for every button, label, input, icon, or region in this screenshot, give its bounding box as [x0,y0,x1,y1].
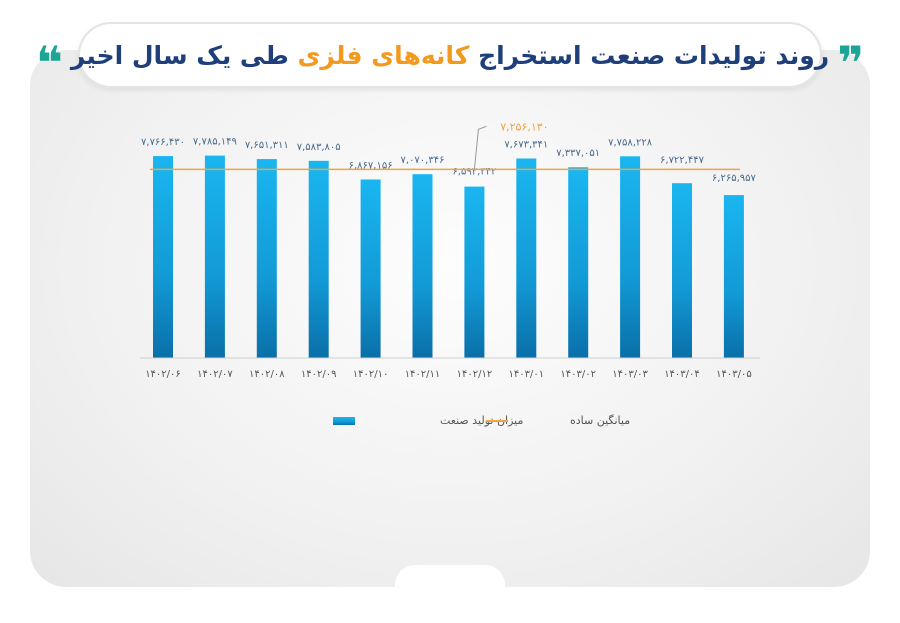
data-label: ۷,۳۳۷,۰۵۱ [556,148,600,159]
x-tick-label: ۱۴۰۳/۰۱ [508,369,544,380]
x-tick-label: ۱۴۰۳/۰۵ [716,369,752,380]
average-leader-line [473,125,487,170]
bar [256,159,277,358]
data-label: ۷,۰۷۰,۳۴۶ [401,155,445,166]
data-label: ۶,۸۶۷,۱۵۶ [349,160,393,171]
title-highlight: کانه‌های فلزی [297,40,470,70]
bar [308,160,329,358]
data-label: ۷,۷۵۸,۲۲۸ [608,137,653,148]
title-banner: ❞ روند تولیدات صنعت استخراج کانه‌های فلز… [36,22,864,88]
bottom-tab [395,565,505,605]
legend-average-label: میانگین ساده [570,414,630,427]
bar [672,183,692,358]
close-quote-icon: ❝ [35,36,63,90]
bar [464,186,485,358]
data-label: ۶,۲۶۵,۹۵۷ [712,173,757,184]
legend: میزان تولید صنعت میانگین ساده [333,414,630,427]
data-label: ۷,۶۵۱,۳۱۱ [245,140,289,151]
x-tick-label: ۱۴۰۳/۰۲ [560,369,596,380]
data-label: ۷,۷۸۵,۱۴۹ [193,137,237,148]
x-tick-label: ۱۴۰۲/۱۱ [405,369,441,380]
bar [204,155,225,358]
legend-bar-swatch [333,417,355,425]
x-tick-label: ۱۴۰۲/۰۸ [249,369,285,380]
data-label: ۷,۷۶۶,۴۳۰ [141,137,185,148]
x-tick-label: ۱۴۰۳/۰۴ [664,369,700,380]
title-part1: روند تولیدات صنعت استخراج [478,40,830,70]
chart-title: روند تولیدات صنعت استخراج کانه‌های فلزی … [71,41,829,70]
x-tick-label: ۱۴۰۳/۰۳ [612,369,648,380]
x-tick-label: ۱۴۰۲/۰۶ [145,369,181,380]
bar [516,158,537,358]
x-tick-label: ۱۴۰۲/۰۹ [301,369,337,380]
bar [360,179,381,358]
title-part2: طی یک سال اخیر [70,40,289,70]
legend-bar-label: میزان تولید صنعت [440,414,523,427]
open-quote-icon: ❞ [837,36,865,90]
data-label: ۶,۷۲۲,۴۴۷ [660,155,705,166]
bar [153,156,173,358]
bar [620,156,641,358]
data-label: ۶,۵۹۲,۳۴۲ [452,167,496,178]
bar [568,167,589,358]
bar [412,174,433,358]
x-tick-label: ۱۴۰۲/۱۰ [353,369,389,380]
data-label: ۷,۵۸۳,۸۰۵ [297,142,341,153]
average-label: ۷,۲۵۶,۱۳۰ [500,120,548,133]
data-label: ۷,۶۷۳,۳۴۱ [504,139,548,150]
bar [723,195,744,358]
x-tick-label: ۱۴۰۲/۱۲ [457,369,493,380]
x-tick-label: ۱۴۰۲/۰۷ [197,369,233,380]
